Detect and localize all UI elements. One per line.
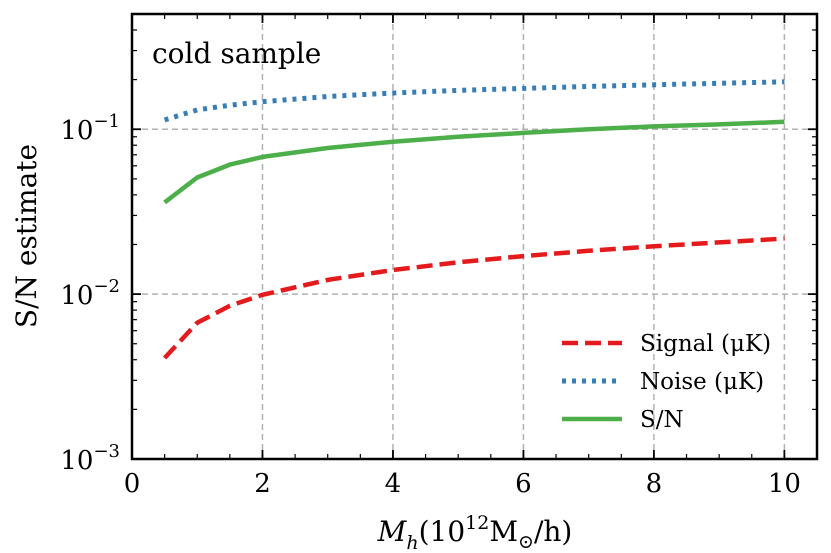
plot-frame: [130, 12, 819, 461]
y-axis-label: S/N estimate: [10, 144, 43, 328]
x-tick-label: 0: [124, 469, 141, 499]
tick-labels: 0 2 4 6 8 10 10−3 10−2 10−1: [60, 111, 801, 499]
x-tick-label: 4: [385, 469, 402, 499]
legend: Signal (μK) Noise (μK) S/N: [562, 331, 771, 433]
x-tick-label: 2: [254, 469, 271, 499]
x-tick-label: 8: [646, 469, 663, 499]
y-tick-label: 10−2: [60, 276, 120, 311]
x-tick-label: 6: [515, 469, 532, 499]
legend-label: Signal (μK): [640, 331, 771, 357]
y-tick-label: 10−1: [60, 111, 120, 146]
series-line-dashed: [162, 236, 785, 360]
legend-label: Noise (μK): [640, 369, 764, 395]
y-tick-label: 10−3: [60, 441, 120, 476]
x-tick-label: 10: [768, 469, 801, 499]
annotation-text: cold sample: [152, 37, 321, 70]
series-line-dotted: [163, 79, 785, 123]
series-line-solid: [163, 119, 785, 205]
legend-label: S/N: [640, 407, 684, 433]
series-lines: [162, 79, 785, 360]
x-axis-label: Mh(1012M⊙/h): [377, 512, 573, 553]
